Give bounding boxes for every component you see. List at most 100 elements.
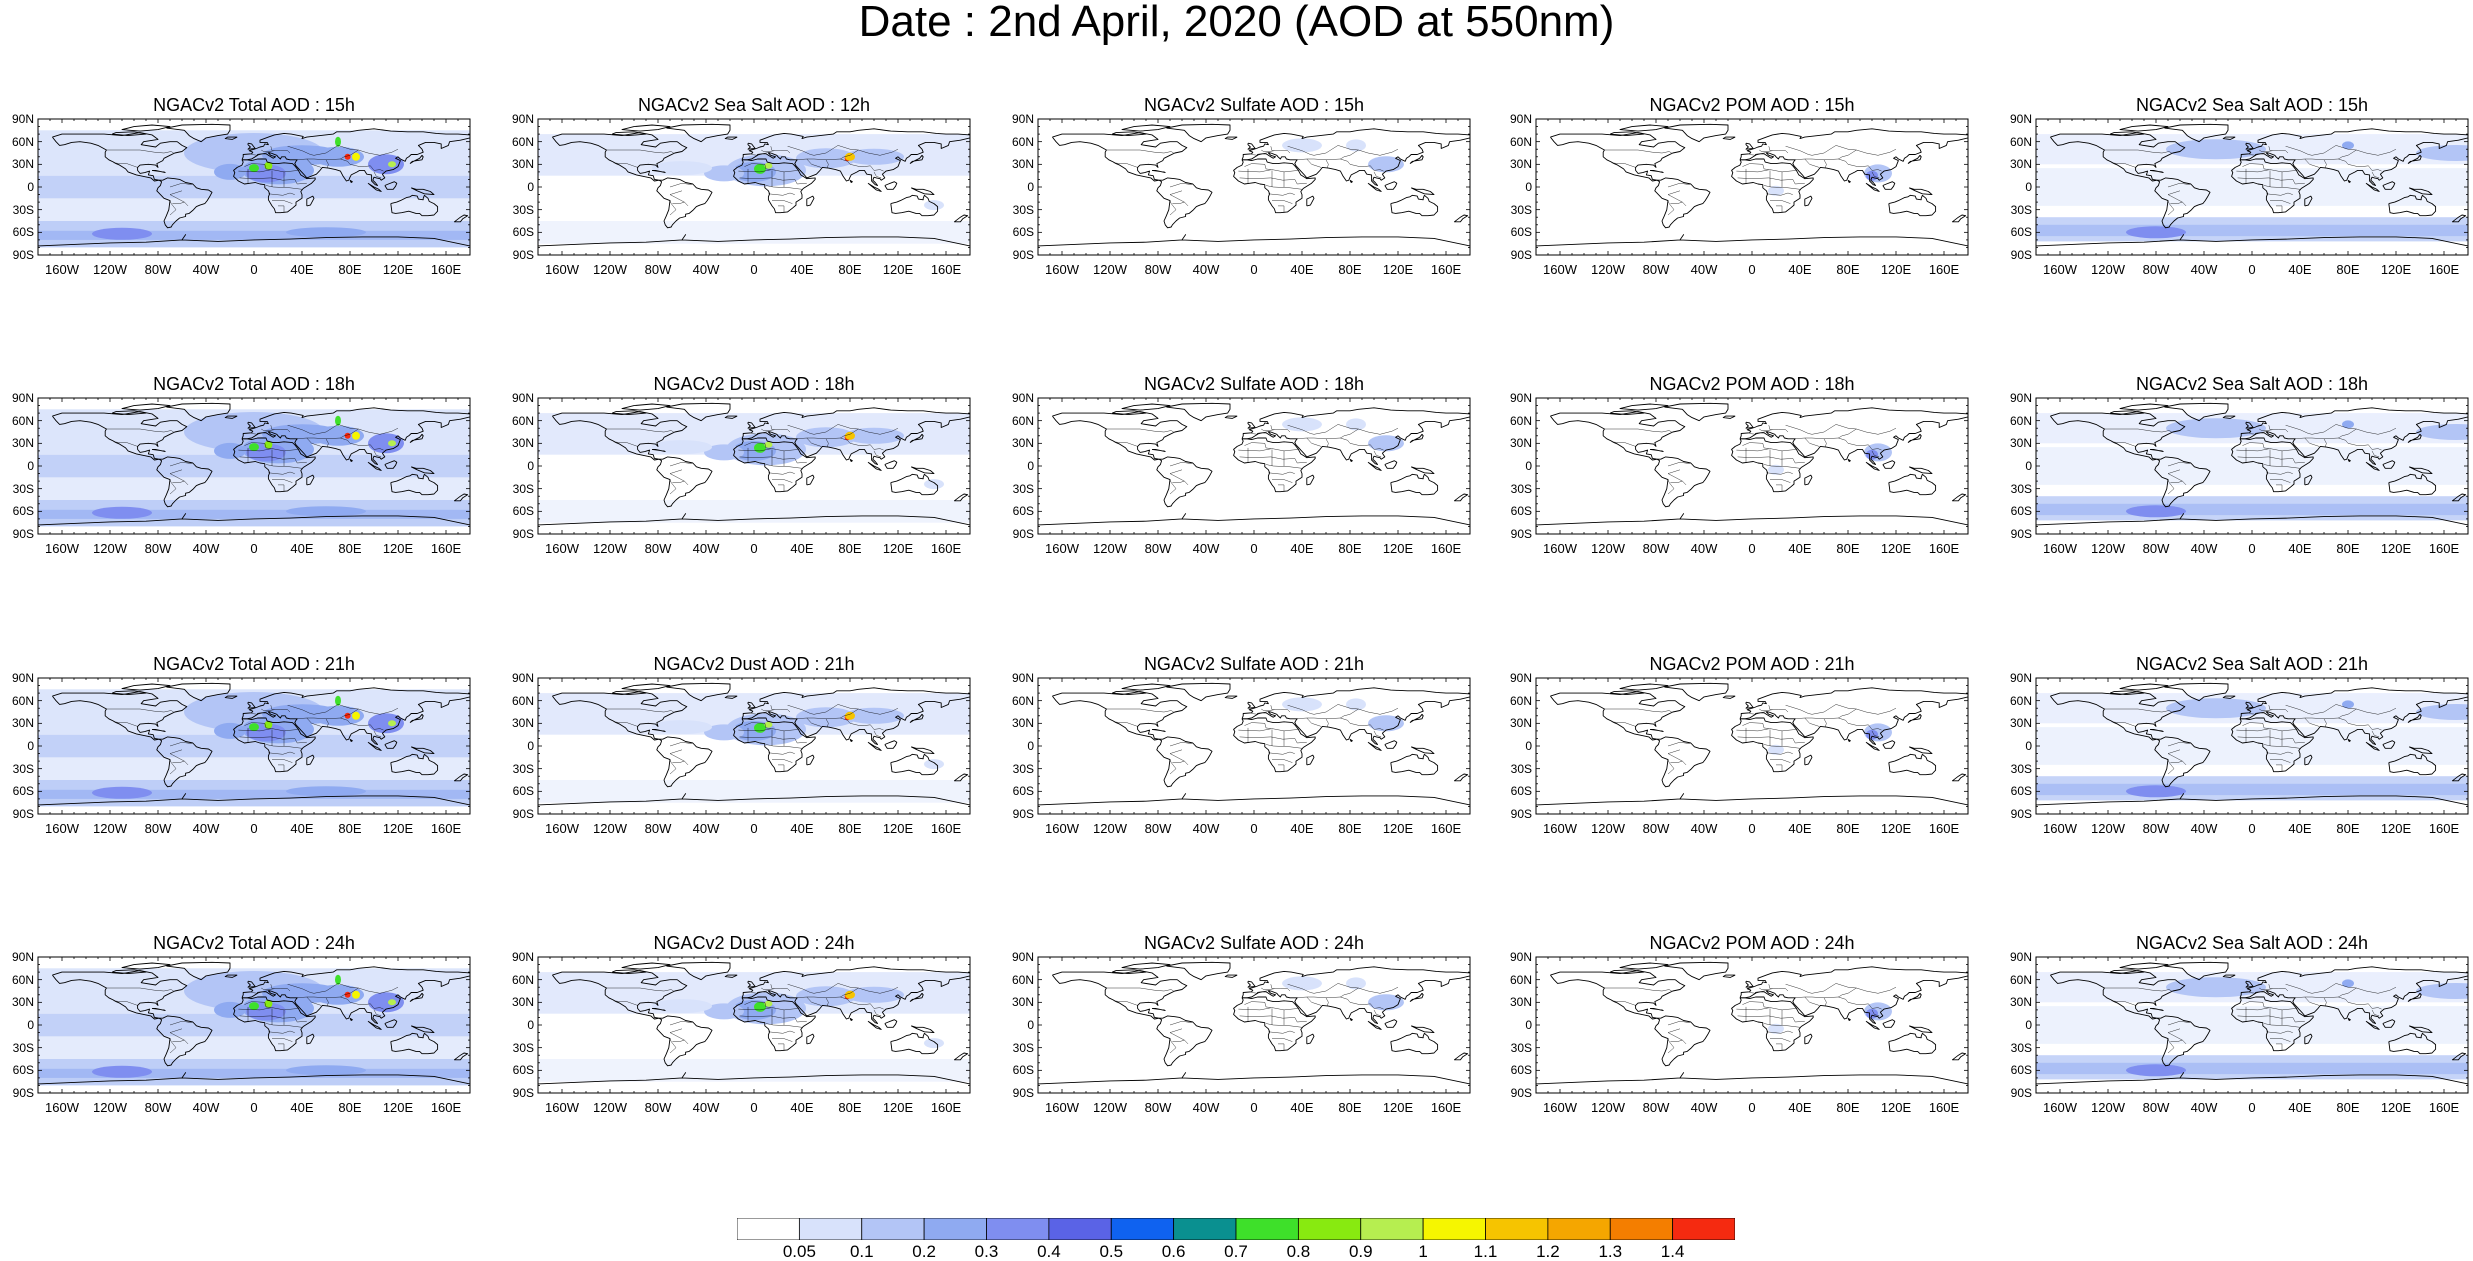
coastline-2 <box>733 717 816 773</box>
country-border-14 <box>1325 717 1371 726</box>
lat-tick-label: 60N <box>11 413 34 428</box>
country-border-13 <box>1306 437 1329 448</box>
coastline-5 <box>1664 961 1729 981</box>
coastline-6 <box>1038 1072 1470 1085</box>
coastline-5 <box>166 402 231 422</box>
coastline-4 <box>1888 194 1937 217</box>
lon-tick-label: 80W <box>644 262 672 277</box>
lon-tick-label: 80W <box>644 821 672 836</box>
coastline-0 <box>52 411 188 461</box>
lat-tick-label: 90S <box>512 1086 534 1100</box>
country-border-25 <box>2368 1003 2382 1010</box>
country-border-15 <box>840 428 899 439</box>
coastline-0 <box>552 691 688 741</box>
coastline-6 <box>538 234 970 247</box>
coastline-17 <box>1349 458 1353 462</box>
coastline-7 <box>121 683 171 691</box>
country-border-18 <box>1270 146 1291 154</box>
country-border-18 <box>2268 984 2289 992</box>
country-border-1 <box>613 162 638 168</box>
panel-title: NGACv2 POM AOD : 21h <box>1649 654 1855 674</box>
coastline-13 <box>1908 746 1933 755</box>
country-border-21 <box>669 469 689 486</box>
country-border-7 <box>1272 479 1293 483</box>
map-frame <box>1037 956 1471 1094</box>
lon-tick-label: 160E <box>1928 541 1960 556</box>
coastline-5 <box>166 961 231 981</box>
country-border-13 <box>1306 158 1329 169</box>
coastline-12 <box>884 460 898 469</box>
coastline-14 <box>806 474 815 486</box>
lon-tick-label: 160W <box>1543 1100 1577 1115</box>
country-border-20 <box>2249 990 2268 994</box>
country-border-21 <box>2167 1028 2187 1045</box>
colorbar-swatch <box>1173 1218 1237 1240</box>
lon-tick-label: 120E <box>2380 262 2412 277</box>
lon-tick-label: 120E <box>882 262 914 277</box>
panel-title: NGACv2 Dust AOD : 24h <box>653 933 855 953</box>
lon-tick-label: 80E <box>338 541 362 556</box>
country-border-15 <box>1838 428 1897 439</box>
coastline-12 <box>1384 181 1398 190</box>
coastline-10 <box>1907 433 1922 443</box>
lon-tick-label: 40W <box>1192 262 1220 277</box>
coastline-6 <box>1536 513 1968 526</box>
country-border-23 <box>1670 760 1683 763</box>
lat-tick-label: 30S <box>512 761 534 776</box>
lon-tick-label: 80W <box>2142 821 2170 836</box>
country-border-4 <box>739 456 807 464</box>
country-border-26 <box>373 730 382 738</box>
lon-tick-label: 120W <box>2091 821 2125 836</box>
coastline-15 <box>1224 695 1238 699</box>
coastline-13 <box>910 746 935 755</box>
country-border-22 <box>669 1020 692 1026</box>
aod-field <box>538 693 970 803</box>
coastline-11 <box>367 182 382 192</box>
page-title: Date : 2nd April, 2020 (AOD at 550nm) <box>858 0 1615 46</box>
country-border-24 <box>169 759 177 775</box>
country-border-1 <box>1611 1000 1636 1006</box>
country-border-5 <box>1763 464 1801 469</box>
country-border-24 <box>169 479 177 495</box>
lat-tick-label: 60N <box>511 413 534 428</box>
coastline-13 <box>910 466 935 475</box>
coastline-10 <box>2407 433 2422 443</box>
map-panel <box>1037 118 1471 256</box>
country-border-20 <box>2249 152 2268 156</box>
coastline-4 <box>390 753 439 776</box>
lon-tick-label: 40W <box>192 821 220 836</box>
aod-field <box>538 134 970 244</box>
lat-tick-label: 60S <box>1510 225 1532 240</box>
lat-tick-label: 60N <box>1509 413 1532 428</box>
country-border-20 <box>1251 990 1270 994</box>
country-border-25 <box>1370 444 1384 451</box>
map-panel <box>1535 677 1969 815</box>
colorbar-swatch <box>1297 1218 1362 1240</box>
country-border-3 <box>2236 728 2297 732</box>
country-border-18 <box>770 705 791 713</box>
country-border-0 <box>1604 149 1672 154</box>
country-border-15 <box>840 149 899 160</box>
coastline-4 <box>390 473 439 496</box>
lon-tick-label: 80E <box>2336 1100 2360 1115</box>
country-border-19 <box>2259 987 2273 990</box>
map-panel <box>2035 956 2469 1094</box>
lon-tick-label: 80E <box>1338 1100 1362 1115</box>
map-panel <box>37 677 471 815</box>
coastline-12 <box>884 740 898 749</box>
lat-tick-label: 30N <box>1011 157 1034 172</box>
coastline-15 <box>724 974 738 978</box>
country-border-7 <box>1770 759 1791 763</box>
coastline-2 <box>1731 996 1814 1052</box>
country-border-21 <box>1169 1028 1189 1045</box>
country-border-25 <box>2368 165 2382 172</box>
coastline-15 <box>224 136 238 140</box>
aod-field <box>2036 413 2468 521</box>
coastline-14 <box>1306 195 1315 207</box>
coastline-7 <box>2119 403 2169 411</box>
coastline-6 <box>1038 513 1470 526</box>
lon-tick-label: 80W <box>1642 821 1670 836</box>
country-border-24 <box>2167 200 2175 216</box>
coastline-13 <box>910 1025 935 1034</box>
country-border-5 <box>1763 744 1801 749</box>
